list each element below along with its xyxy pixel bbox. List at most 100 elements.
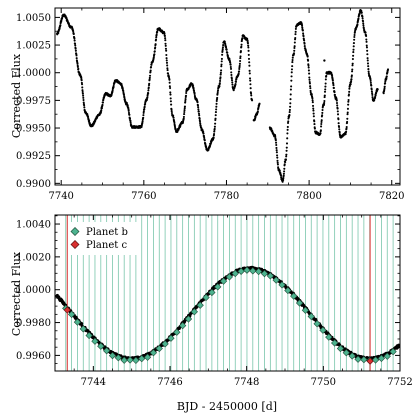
top-data-point — [182, 115, 185, 118]
top-data-point — [324, 82, 327, 85]
top-data-point — [323, 94, 326, 97]
top-data-point — [311, 97, 314, 100]
top-data-point — [169, 97, 172, 100]
top-data-point — [347, 103, 350, 106]
top-data-point — [320, 120, 323, 124]
top-data-point — [366, 49, 369, 52]
top-data-point — [184, 94, 188, 97]
top-data-point — [275, 146, 278, 150]
top-data-point — [285, 142, 289, 145]
top-data-point — [291, 58, 294, 62]
bottom-x-tick-label: 7746 — [157, 377, 182, 388]
planet-b-transit-point — [190, 308, 198, 316]
top-data-point — [128, 117, 132, 120]
top-data-point — [284, 161, 287, 164]
top-data-point — [72, 30, 75, 33]
top-data-point — [382, 92, 385, 95]
planet-b-transit-point — [108, 351, 117, 360]
top-data-point — [183, 110, 186, 114]
top-data-point — [291, 56, 294, 59]
top-data-point — [311, 101, 314, 104]
top-data-point — [323, 101, 326, 105]
planet-b-transit-point — [167, 334, 175, 342]
top-data-point — [303, 39, 306, 42]
top-data-point — [164, 37, 167, 40]
planet-b-transit-point — [278, 281, 286, 289]
bottom-y-tick-label: 1.0000 — [16, 285, 51, 296]
planet-b-transit-point — [103, 347, 111, 355]
bottom-panel: 7744 7746 7748 7750 7752 0.9960 0.9980 1.0000 1.… — [10, 214, 413, 413]
top-data-point — [230, 71, 233, 74]
top-data-point — [309, 87, 312, 90]
top-data-point — [282, 174, 285, 177]
top-data-point — [59, 24, 62, 27]
top-data-point — [83, 106, 86, 109]
legend-planet-b-marker — [70, 227, 80, 236]
top-data-point — [275, 143, 278, 147]
top-data-point — [222, 44, 225, 47]
top-data-point — [286, 128, 289, 131]
top-data-point — [361, 17, 364, 20]
top-data-point — [274, 139, 277, 142]
top-data-point — [247, 57, 251, 60]
top-data-point — [291, 65, 294, 68]
top-data-point — [213, 132, 216, 136]
planet-b-transit-point — [114, 354, 122, 362]
top-data-point — [72, 33, 75, 36]
top-data-point — [331, 79, 334, 82]
top-panel: 7740 7760 7780 7800 7820 0.9900 0.9925 0.9950 0.… — [10, 7, 404, 202]
top-data-point — [170, 108, 173, 111]
top-data-point — [303, 45, 306, 48]
top-data-point — [214, 111, 217, 114]
top-data-point — [289, 102, 292, 105]
top-data-point — [288, 108, 291, 111]
planet-b-transit-point — [155, 344, 163, 353]
top-data-point — [185, 91, 188, 95]
top-data-point — [310, 93, 313, 96]
top-data-point — [349, 83, 352, 86]
top-data-point — [127, 109, 130, 112]
top-data-point — [366, 53, 369, 56]
top-data-point — [220, 60, 223, 63]
top-data-point — [347, 100, 350, 103]
top-data-point — [321, 111, 324, 114]
planet-b-transit-point — [231, 269, 239, 278]
top-x-tick-label: 7800 — [296, 191, 321, 202]
top-data-point — [170, 110, 173, 113]
top-data-point — [290, 85, 293, 88]
top-data-point — [278, 169, 281, 172]
top-data-point — [385, 77, 388, 80]
top-data-point — [308, 76, 311, 79]
top-data-point — [197, 110, 200, 113]
legend-planet-b-label: Planet b — [86, 227, 128, 238]
top-data-point — [226, 51, 229, 54]
top-data-point — [282, 179, 285, 182]
top-data-point — [147, 86, 150, 89]
top-data-point — [338, 125, 341, 129]
top-data-point — [220, 65, 223, 68]
top-data-point — [230, 79, 234, 82]
top-data-point — [197, 108, 200, 111]
top-data-point — [301, 26, 304, 29]
planet-b-transit-point — [73, 318, 82, 326]
top-data-point — [288, 113, 291, 117]
top-data-point — [241, 37, 244, 40]
top-y-tick-label: 0.9975 — [16, 96, 51, 107]
top-data-point — [246, 42, 249, 45]
top-data-point — [371, 96, 374, 99]
top-data-point — [184, 98, 187, 101]
top-data-point — [112, 84, 115, 87]
top-data-point — [360, 10, 363, 13]
top-data-point — [346, 117, 349, 120]
top-data-point — [348, 90, 351, 93]
top-data-point — [258, 102, 261, 105]
top-data-point — [73, 42, 77, 45]
planet-b-transit-point — [97, 342, 105, 350]
top-data-point — [352, 45, 355, 48]
top-data-point — [284, 158, 288, 161]
top-y-tick-label: 0.9925 — [16, 151, 51, 162]
top-data-point — [152, 56, 155, 59]
top-data-point — [370, 84, 373, 87]
top-data-point — [83, 104, 86, 107]
top-data-point — [351, 64, 354, 67]
